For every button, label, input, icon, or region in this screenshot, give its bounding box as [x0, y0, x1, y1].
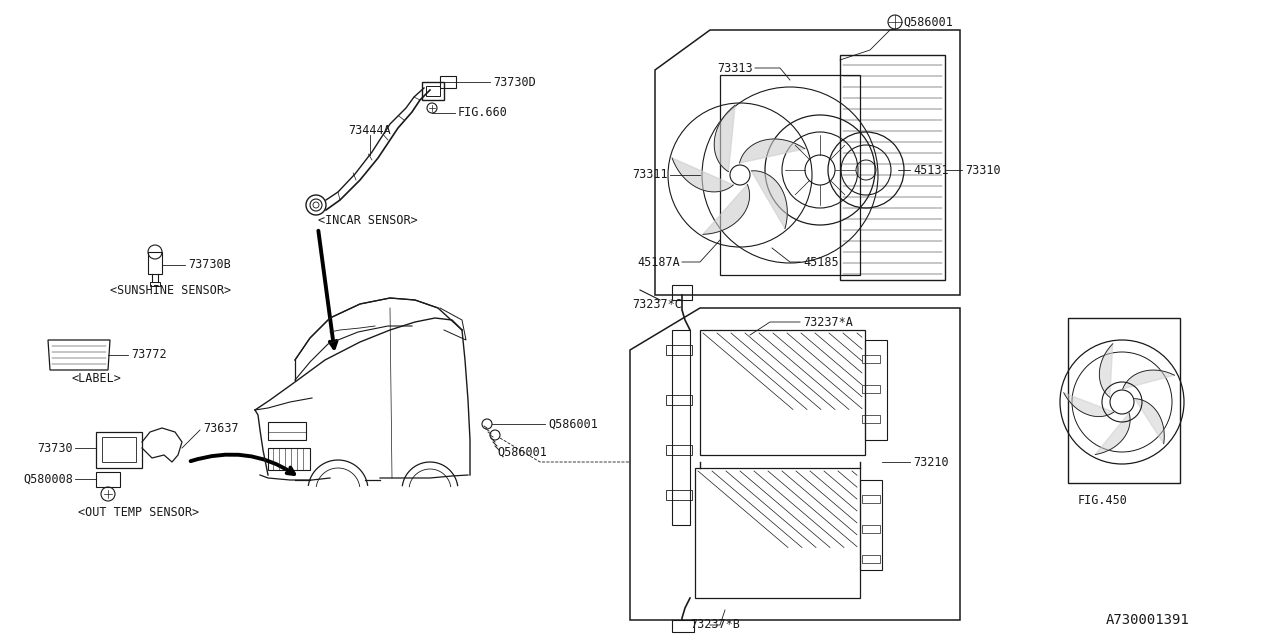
- Bar: [666, 445, 692, 455]
- Bar: [861, 525, 881, 533]
- Polygon shape: [1134, 399, 1165, 444]
- Text: Q586001: Q586001: [497, 445, 547, 458]
- Text: 73444A: 73444A: [348, 124, 390, 136]
- Bar: [672, 620, 694, 632]
- Text: 73237*B: 73237*B: [690, 618, 740, 632]
- Polygon shape: [1064, 393, 1114, 417]
- Text: 73313: 73313: [717, 61, 753, 74]
- Polygon shape: [1123, 370, 1175, 389]
- FancyArrowPatch shape: [319, 231, 337, 348]
- Bar: [695, 468, 860, 598]
- Bar: [840, 55, 945, 280]
- Text: <SUNSHINE SENSOR>: <SUNSHINE SENSOR>: [110, 284, 232, 296]
- Text: 73210: 73210: [913, 456, 948, 468]
- Polygon shape: [672, 158, 733, 192]
- Text: 73311: 73311: [632, 168, 668, 182]
- Text: 73237*C: 73237*C: [632, 298, 682, 312]
- Bar: [666, 395, 692, 405]
- Text: Q580008: Q580008: [23, 472, 73, 486]
- Text: 73730: 73730: [37, 442, 73, 454]
- Text: 73637: 73637: [204, 422, 238, 435]
- Text: <LABEL>: <LABEL>: [72, 371, 122, 385]
- Bar: [426, 86, 440, 96]
- Bar: [719, 75, 860, 275]
- Bar: [102, 437, 136, 462]
- Polygon shape: [740, 139, 805, 163]
- Text: FIG.450: FIG.450: [1078, 493, 1128, 506]
- Bar: [268, 448, 310, 470]
- Bar: [268, 422, 306, 440]
- Bar: [700, 330, 865, 455]
- Text: 73237*A: 73237*A: [803, 316, 852, 328]
- Text: 73730B: 73730B: [188, 259, 230, 271]
- Bar: [666, 345, 692, 355]
- Polygon shape: [751, 171, 787, 228]
- Bar: [96, 432, 142, 468]
- FancyArrowPatch shape: [191, 454, 294, 474]
- Bar: [861, 385, 881, 393]
- Bar: [865, 340, 887, 440]
- Text: 73310: 73310: [965, 163, 1001, 177]
- Text: FIG.660: FIG.660: [458, 106, 508, 120]
- Bar: [860, 480, 882, 570]
- Bar: [861, 495, 881, 503]
- Text: 45187A: 45187A: [637, 255, 680, 269]
- Bar: [861, 355, 881, 363]
- Polygon shape: [714, 105, 735, 172]
- Bar: [861, 555, 881, 563]
- Polygon shape: [703, 184, 750, 234]
- Bar: [861, 415, 881, 423]
- Bar: [1068, 318, 1180, 483]
- Bar: [672, 285, 692, 300]
- Bar: [666, 490, 692, 500]
- Bar: [422, 82, 444, 100]
- Bar: [672, 330, 690, 525]
- Text: 73730D: 73730D: [493, 76, 536, 88]
- Bar: [150, 282, 160, 286]
- Bar: [440, 76, 456, 88]
- Text: 45131: 45131: [913, 163, 948, 177]
- Polygon shape: [1096, 413, 1130, 454]
- Text: Q586001: Q586001: [902, 15, 952, 29]
- Text: <INCAR SENSOR>: <INCAR SENSOR>: [317, 214, 417, 227]
- Bar: [96, 472, 120, 487]
- Text: <OUT TEMP SENSOR>: <OUT TEMP SENSOR>: [78, 506, 200, 518]
- Text: Q586001: Q586001: [548, 417, 598, 431]
- Polygon shape: [1100, 344, 1112, 397]
- Text: 73772: 73772: [131, 349, 166, 362]
- Text: A730001391: A730001391: [1106, 613, 1190, 627]
- Bar: [148, 252, 163, 274]
- Text: 45185: 45185: [803, 255, 838, 269]
